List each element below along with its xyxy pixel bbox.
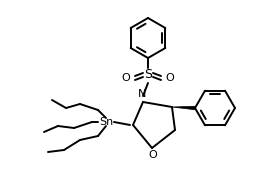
Polygon shape — [172, 106, 195, 110]
Text: Sn: Sn — [99, 117, 113, 127]
Text: O: O — [149, 150, 157, 160]
Text: O: O — [166, 73, 174, 83]
Text: S: S — [144, 69, 152, 81]
Text: N: N — [138, 89, 146, 99]
Text: O: O — [122, 73, 130, 83]
